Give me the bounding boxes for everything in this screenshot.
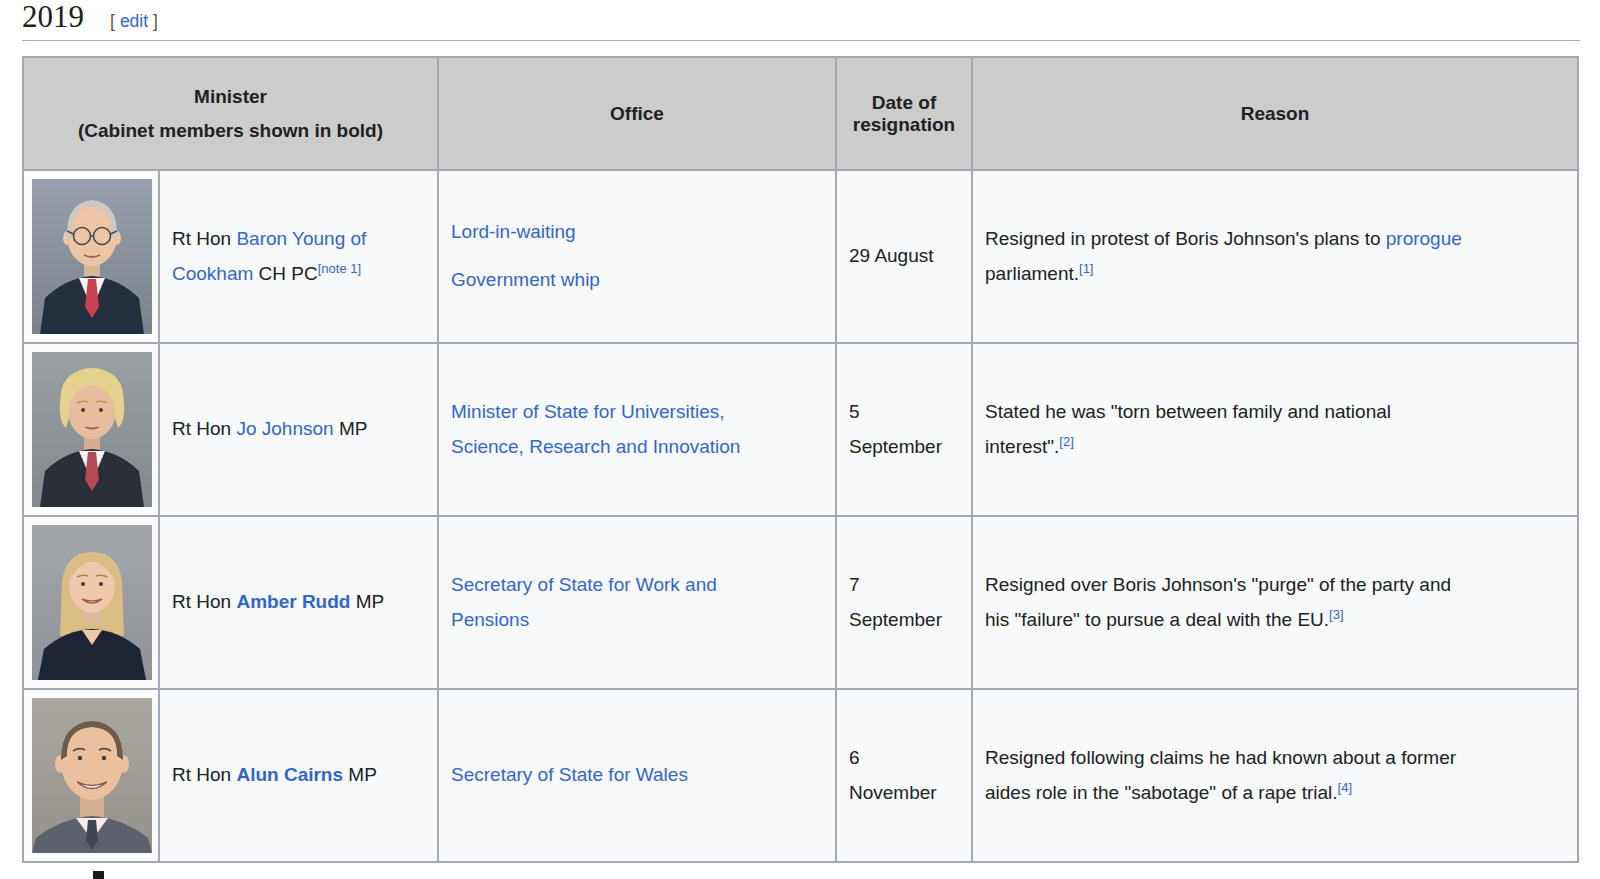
reason-text: Resigned over Boris Johnson's "purge" of…	[985, 574, 1451, 630]
minister-name-link[interactable]: Jo Johnson	[236, 418, 333, 439]
minister-name-suffix: CH PC	[253, 263, 317, 284]
next-section-partial-glyph	[93, 871, 104, 879]
minister-portrait[interactable]	[32, 525, 152, 680]
office-link[interactable]: Minister of State for Universities, Scie…	[451, 401, 740, 457]
minister-name-suffix: MP	[350, 591, 384, 612]
reference-link[interactable]: [1]	[1079, 260, 1093, 275]
minister-name-suffix: MP	[334, 418, 368, 439]
photo-cell	[23, 170, 159, 343]
date-cell: 29 August	[836, 170, 972, 343]
minister-name-prefix: Rt Hon	[172, 228, 236, 249]
office-link[interactable]: Secretary of State for Wales	[451, 764, 688, 785]
minister-cell: Rt Hon Baron Young of Cookham CH PC[note…	[159, 170, 438, 343]
reason-cell: Resigned in protest of Boris Johnson's p…	[972, 170, 1578, 343]
minister-cell: Rt Hon Jo Johnson MP	[159, 343, 438, 516]
office-link[interactable]: Secretary of State for Work and Pensions	[451, 574, 717, 630]
col-header-reason: Reason	[972, 57, 1578, 170]
edit-link[interactable]: edit	[120, 11, 148, 31]
minister-portrait[interactable]	[32, 179, 152, 334]
photo-cell	[23, 516, 159, 689]
table-row: Rt Hon Jo Johnson MP Minister of State f…	[23, 343, 1578, 516]
office-cell: Lord-in-waiting Government whip	[438, 170, 836, 343]
table-row: Rt Hon Amber Rudd MP Secretary of State …	[23, 516, 1578, 689]
col-header-office: Office	[438, 57, 836, 170]
office-cell: Minister of State for Universities, Scie…	[438, 343, 836, 516]
photo-cell	[23, 689, 159, 862]
table-row: Rt Hon Alun Cairns MP Secretary of State…	[23, 689, 1578, 862]
table-header-row: Minister (Cabinet members shown in bold)…	[23, 57, 1578, 170]
edit-bracket-open: [	[110, 11, 115, 31]
note-reference-link[interactable]: [note 1]	[318, 260, 361, 275]
col-header-minister-note: (Cabinet members shown in bold)	[30, 120, 431, 142]
minister-cell: Rt Hon Amber Rudd MP	[159, 516, 438, 689]
page-title: 2019	[22, 2, 84, 32]
minister-name-prefix: Rt Hon	[172, 418, 236, 439]
col-header-minister: Minister (Cabinet members shown in bold)	[23, 57, 438, 170]
minister-name-prefix: Rt Hon	[172, 591, 236, 612]
reason-text: parliament.	[985, 263, 1079, 284]
minister-name-link[interactable]: Amber Rudd	[236, 591, 350, 612]
edit-section: [edit]	[110, 11, 158, 32]
reference-link[interactable]: [2]	[1059, 433, 1073, 448]
table-row: Rt Hon Baron Young of Cookham CH PC[note…	[23, 170, 1578, 343]
reference-link[interactable]: [4]	[1338, 779, 1352, 794]
date-cell: 5 September	[836, 343, 972, 516]
minister-cell: Rt Hon Alun Cairns MP	[159, 689, 438, 862]
minister-portrait[interactable]	[32, 352, 152, 507]
reason-inline-link[interactable]: prorogue	[1386, 228, 1462, 249]
col-header-date: Date of resignation	[836, 57, 972, 170]
reason-text: Resigned following claims he had known a…	[985, 747, 1456, 803]
photo-cell	[23, 343, 159, 516]
office-cell: Secretary of State for Work and Pensions	[438, 516, 836, 689]
date-cell: 6 November	[836, 689, 972, 862]
resignations-table: Minister (Cabinet members shown in bold)…	[22, 56, 1579, 863]
reason-cell: Stated he was "torn between family and n…	[972, 343, 1578, 516]
reason-cell: Resigned over Boris Johnson's "purge" of…	[972, 516, 1578, 689]
minister-name-prefix: Rt Hon	[172, 764, 236, 785]
section-heading: 2019 [edit]	[22, 0, 1580, 41]
col-header-minister-label: Minister	[30, 86, 431, 108]
office-cell: Secretary of State for Wales	[438, 689, 836, 862]
reason-cell: Resigned following claims he had known a…	[972, 689, 1578, 862]
edit-bracket-close: ]	[153, 11, 158, 31]
minister-name-suffix: MP	[343, 764, 377, 785]
reason-text: Resigned in protest of Boris Johnson's p…	[985, 228, 1386, 249]
minister-name-link[interactable]: Alun Cairns	[236, 764, 343, 785]
office-link[interactable]: Lord-in-waiting	[451, 221, 576, 242]
reason-text: Stated he was "torn between family and n…	[985, 401, 1391, 457]
date-cell: 7 September	[836, 516, 972, 689]
office-link[interactable]: Government whip	[451, 269, 600, 290]
reference-link[interactable]: [3]	[1329, 606, 1343, 621]
minister-portrait[interactable]	[32, 698, 152, 853]
